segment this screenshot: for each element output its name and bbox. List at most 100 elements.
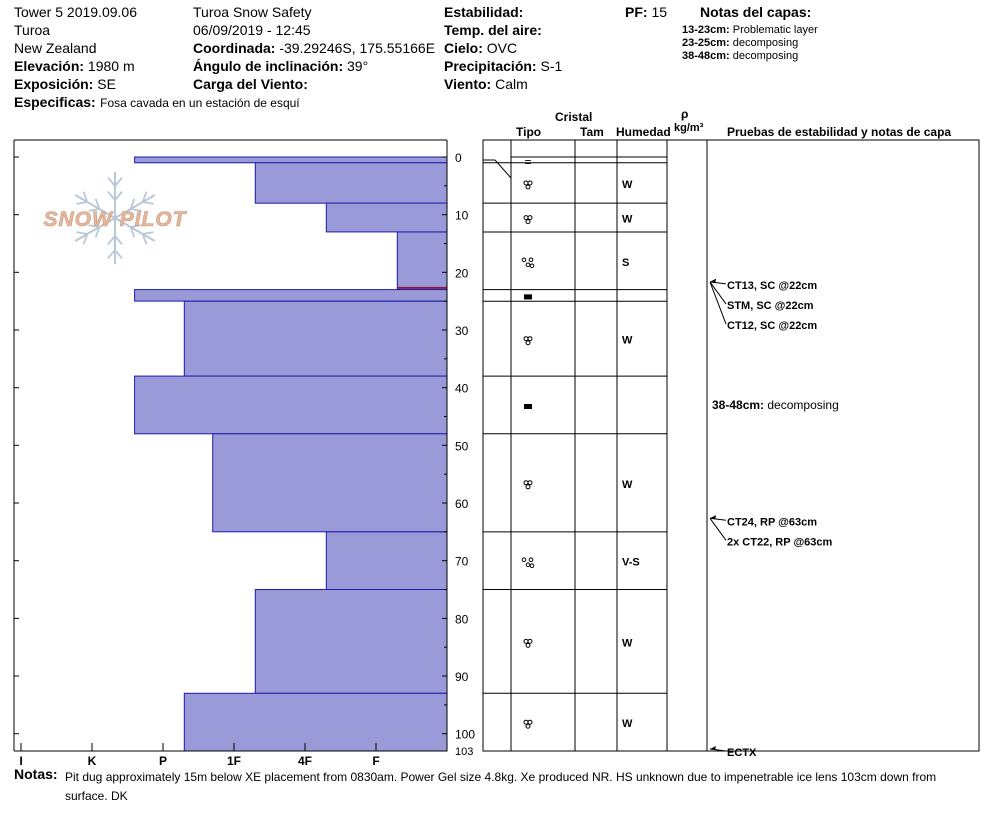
grain-symbol: [529, 263, 535, 269]
stability-test-label: CT12, SC @22cm: [727, 320, 817, 332]
grain-symbol: [523, 480, 529, 486]
snowflake-branch: [114, 249, 123, 259]
snowflake-branch: [130, 208, 142, 212]
grain-symbol: [525, 219, 531, 225]
snowflake-branch: [141, 233, 148, 245]
layer-note-range: 38-48cm:: [712, 398, 767, 412]
sky: Cielo: OVC: [444, 40, 520, 56]
stability-test-label: ECTX: [727, 747, 757, 759]
specifics: Especificas: Fosa cavada en un estación …: [14, 94, 300, 110]
layer-note-text: decomposing: [767, 398, 838, 412]
grain-symbol: [525, 184, 531, 190]
snowflake-icon: [74, 172, 156, 264]
pit-name: Tower 5 2019.09.06: [14, 4, 137, 20]
notes-text: Pit dug approximately 15m below XE place…: [65, 770, 937, 803]
density-symbol: ρ: [681, 107, 689, 121]
grain-symbol: [521, 257, 527, 263]
stability-test-label: STM, SC @22cm: [727, 300, 814, 312]
type-header: Tipo: [516, 125, 542, 139]
incline: Ángulo de inclinación: 39°: [193, 58, 369, 74]
layer-connector: [494, 159, 512, 179]
depth-tick-label: 60: [455, 497, 469, 511]
snowflake-branch: [94, 198, 101, 210]
depth-tick-label: 103: [455, 746, 473, 758]
grain-symbol: [523, 336, 529, 342]
moisture-value: V-S: [622, 557, 640, 569]
hardness-bar: [325, 531, 448, 591]
snowflake-branch: [142, 201, 154, 205]
test-arrowhead: [710, 515, 716, 520]
moisture-header: Humedad: [616, 125, 671, 139]
location-country: New Zealand: [14, 40, 97, 56]
organization: Turoa Snow Safety: [193, 4, 312, 20]
grain-symbol: [523, 638, 529, 644]
grain-symbol: [525, 642, 531, 648]
layer-note: 23-25cm: decomposing: [682, 37, 799, 49]
grain-symbol: =: [524, 155, 531, 169]
snowflake-branch: [114, 191, 123, 201]
moisture-value: W: [622, 718, 633, 730]
datetime: 06/09/2019 - 12:45: [193, 22, 311, 38]
wind-load: Carga del Viento:: [193, 76, 308, 92]
hardness-tick-label: I: [19, 754, 22, 768]
hardness-tick-label: K: [88, 754, 97, 768]
moisture-value: W: [622, 179, 633, 191]
stability-test-label: 2x CT22, RP @63cm: [727, 536, 833, 548]
grain-symbol: [527, 719, 533, 725]
snowflake-arm: [114, 217, 156, 242]
moisture-value: W: [622, 335, 633, 347]
grain-symbol: [529, 563, 535, 569]
grain-symbol: [527, 180, 533, 186]
hardness-tick-label: 1F: [227, 754, 241, 768]
grain-symbol: [525, 484, 531, 490]
hardness-bar: [396, 231, 448, 291]
crystal-header: Cristal: [555, 110, 593, 124]
snowflake-branch: [88, 224, 100, 228]
snowflake-branch: [107, 177, 116, 187]
pf: PF: 15: [625, 4, 668, 20]
hardness-bar: [212, 433, 448, 533]
grain-symbol: [523, 719, 529, 725]
snowflake-branch: [114, 177, 123, 187]
grain-symbol: [527, 215, 533, 221]
snowflake-branch: [129, 198, 136, 210]
hardness-bar: [254, 162, 448, 204]
moisture-value: W: [622, 637, 633, 649]
hardness-tick-label: P: [159, 754, 167, 768]
grain-symbol: [528, 257, 534, 263]
moisture-value: W: [622, 214, 633, 226]
grain-symbol: [525, 340, 531, 346]
layer-table-frame: [482, 139, 980, 752]
grain-symbol: [525, 262, 531, 268]
grain-symbol: [523, 215, 529, 221]
hardness-bar: [134, 156, 448, 164]
test-pointer: [709, 281, 727, 325]
snowflake-branch: [76, 231, 88, 235]
snowflake-arm: [74, 194, 116, 219]
hardness-tick-label: 4F: [298, 754, 312, 768]
tests-header: Pruebas de estabilidad y notas de capa: [727, 125, 952, 139]
air-temp: Temp. del aire:: [444, 22, 542, 38]
test-pointer: [709, 518, 727, 541]
precipitation: Precipitación: S-1: [444, 58, 563, 74]
grain-symbol: [524, 404, 532, 409]
depth-tick-label: 20: [455, 266, 469, 280]
depth-tick-label: 40: [455, 382, 469, 396]
snowflake-branch: [130, 224, 142, 228]
grain-symbol: [525, 723, 531, 729]
depth-tick-label: 80: [455, 612, 469, 626]
hardness-bar: [134, 375, 448, 435]
depth-tick-label: 50: [455, 439, 469, 453]
test-pointer: [709, 281, 727, 305]
stability: Estabilidad:: [444, 4, 524, 20]
logo-text: SNOW PILOT: [44, 208, 188, 231]
aspect: Exposición: SE: [14, 76, 116, 92]
grain-symbol: [524, 294, 532, 300]
depth-tick-label: 70: [455, 555, 469, 569]
snowflake-arm: [74, 217, 116, 242]
grain-symbol: [527, 336, 533, 342]
grain-symbol: [528, 557, 534, 563]
snowflake-branch: [88, 208, 100, 212]
grain-symbol: [527, 480, 533, 486]
